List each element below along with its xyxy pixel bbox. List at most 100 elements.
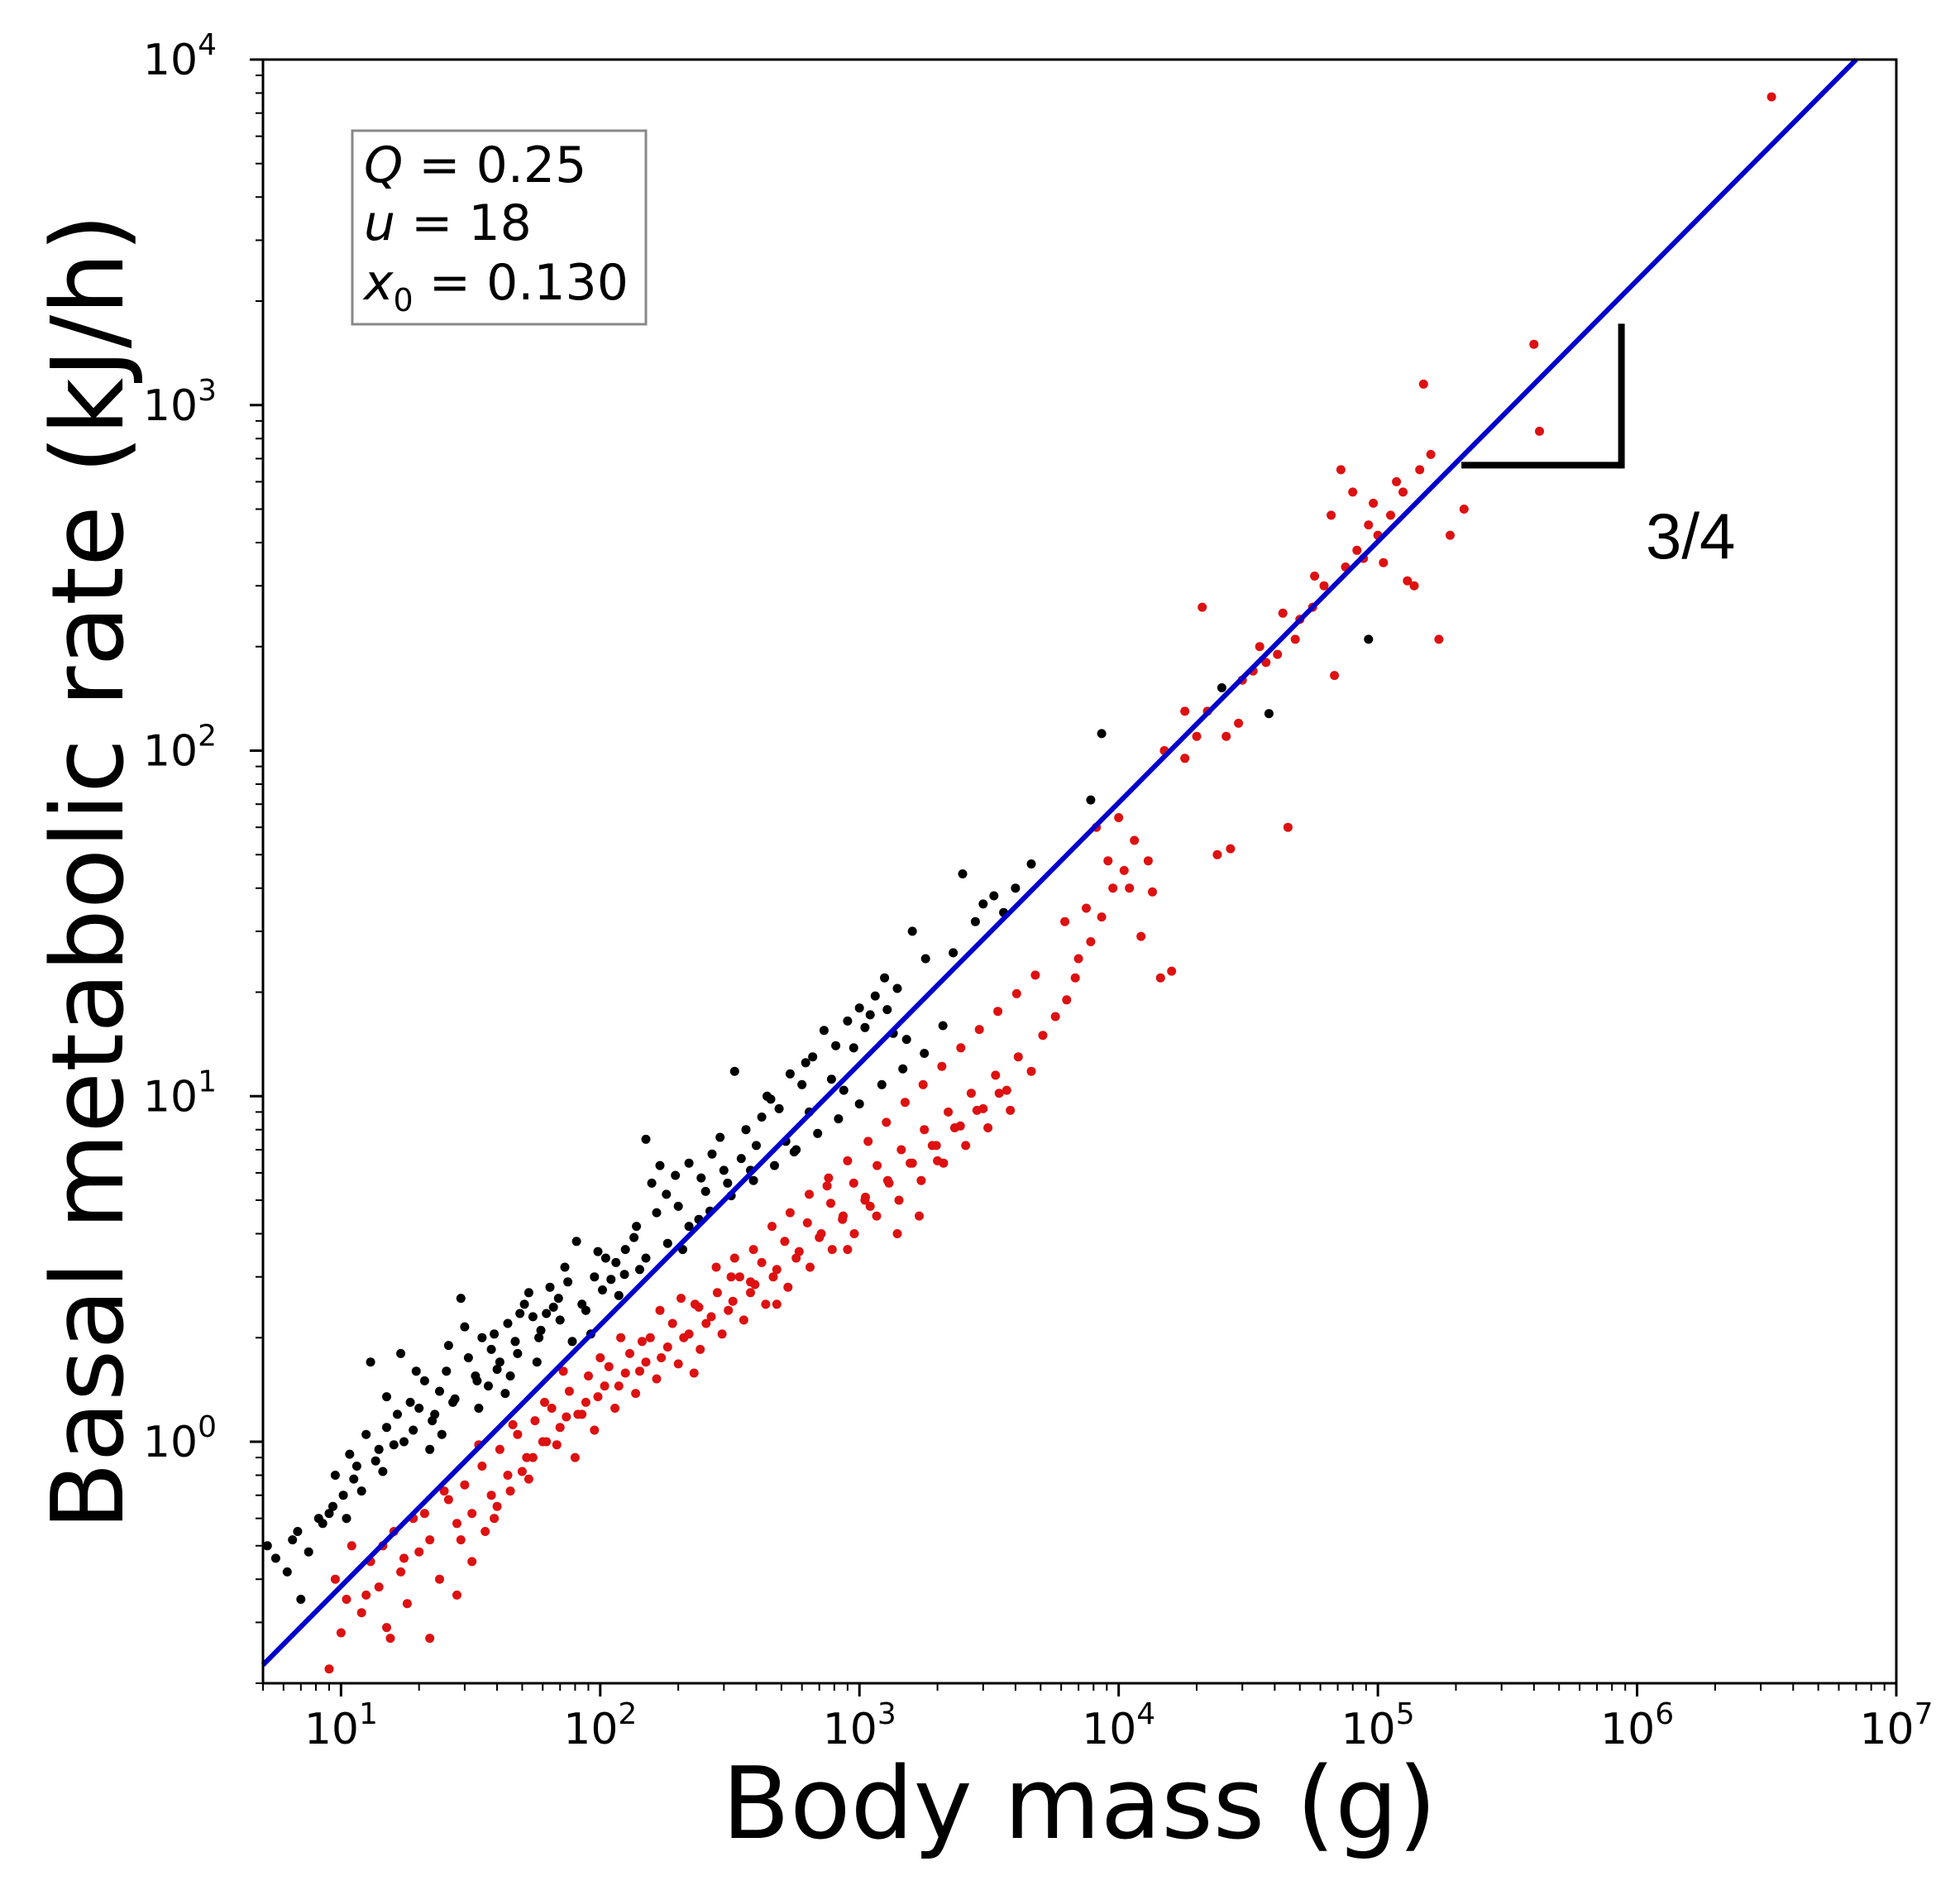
x-tick-label: 106 bbox=[1600, 1697, 1674, 1754]
black-point bbox=[324, 1509, 334, 1519]
red-point bbox=[645, 1333, 655, 1342]
red-point bbox=[1060, 916, 1070, 926]
red-point bbox=[425, 1535, 435, 1545]
red-point bbox=[1261, 658, 1271, 668]
red-point bbox=[918, 1079, 928, 1089]
x-tick-labels: 101 102 103 104 105 106 107 bbox=[304, 1697, 1934, 1754]
black-point bbox=[515, 1309, 525, 1318]
red-point bbox=[396, 1567, 406, 1577]
red-point bbox=[1403, 576, 1413, 586]
black-point bbox=[532, 1357, 542, 1367]
red-point bbox=[757, 1257, 767, 1267]
black-point bbox=[435, 1386, 444, 1396]
red-point bbox=[1273, 649, 1283, 659]
black-point bbox=[318, 1519, 327, 1529]
black-point bbox=[719, 1165, 729, 1175]
red-point bbox=[694, 1302, 704, 1312]
black-point bbox=[611, 1257, 621, 1267]
red-point bbox=[780, 1237, 790, 1247]
red-point bbox=[1529, 339, 1539, 349]
black-point bbox=[553, 1294, 563, 1304]
black-point bbox=[770, 1160, 779, 1170]
x-tick-base: 10 bbox=[1600, 1705, 1655, 1754]
black-point bbox=[614, 1290, 624, 1300]
red-point bbox=[667, 1318, 677, 1328]
red-point bbox=[495, 1444, 504, 1454]
red-point bbox=[734, 1272, 744, 1282]
red-point bbox=[1180, 706, 1190, 716]
red-point bbox=[1212, 849, 1222, 859]
red-point bbox=[822, 1181, 832, 1191]
red-point bbox=[330, 1574, 340, 1584]
red-point bbox=[435, 1574, 444, 1584]
red-point bbox=[452, 1519, 461, 1529]
red-point bbox=[915, 1211, 924, 1221]
black-point bbox=[978, 899, 988, 909]
black-point bbox=[563, 1277, 573, 1287]
black-point bbox=[382, 1392, 391, 1402]
black-point bbox=[288, 1535, 298, 1545]
black-point bbox=[865, 1010, 875, 1020]
red-point bbox=[342, 1595, 351, 1604]
red-point bbox=[983, 1123, 993, 1132]
black-point bbox=[774, 1103, 784, 1113]
red-point bbox=[385, 1634, 395, 1644]
red-point bbox=[530, 1416, 540, 1426]
red-point bbox=[933, 1156, 943, 1165]
black-point bbox=[854, 1003, 864, 1013]
black-point bbox=[490, 1329, 500, 1339]
black-point bbox=[748, 1175, 758, 1185]
red-point bbox=[570, 1452, 580, 1462]
black-point bbox=[560, 1262, 570, 1272]
x-tick-label: 107 bbox=[1859, 1697, 1933, 1754]
red-point bbox=[949, 1123, 959, 1132]
red-point bbox=[739, 1315, 748, 1325]
red-point bbox=[1198, 602, 1207, 612]
red-point bbox=[673, 1359, 683, 1369]
red-point bbox=[1283, 822, 1293, 832]
x-tick-exponent: 6 bbox=[1655, 1697, 1674, 1731]
red-point bbox=[1226, 844, 1236, 854]
black-point bbox=[606, 1275, 616, 1285]
red-point bbox=[746, 1277, 755, 1287]
red-point bbox=[1415, 465, 1425, 475]
red-point bbox=[1180, 754, 1190, 763]
red-point bbox=[1097, 912, 1107, 922]
black-point bbox=[907, 926, 917, 936]
red-point bbox=[972, 1105, 982, 1115]
black-point bbox=[567, 1337, 577, 1347]
red-point bbox=[564, 1386, 574, 1396]
red-point bbox=[1136, 931, 1146, 941]
black-point bbox=[472, 1376, 482, 1385]
red-point bbox=[1434, 634, 1444, 644]
black-point bbox=[797, 1079, 807, 1089]
y-tick-label: 101 bbox=[143, 1065, 217, 1122]
black-point bbox=[571, 1237, 581, 1247]
red-point bbox=[492, 1501, 502, 1511]
slope-label: 3/4 bbox=[1646, 500, 1735, 572]
red-point bbox=[1026, 1066, 1036, 1076]
black-point bbox=[684, 1158, 694, 1168]
red-point bbox=[900, 1098, 910, 1108]
x-tick-base: 10 bbox=[1082, 1705, 1136, 1754]
black-point bbox=[671, 1170, 681, 1180]
red-point bbox=[863, 1137, 873, 1146]
black-point bbox=[519, 1299, 529, 1309]
black-point bbox=[338, 1491, 348, 1500]
black-point bbox=[361, 1429, 371, 1439]
red-point bbox=[894, 1195, 904, 1205]
black-point bbox=[619, 1270, 629, 1280]
black-point bbox=[474, 1404, 484, 1413]
black-point bbox=[486, 1344, 496, 1354]
red-point bbox=[916, 1175, 926, 1185]
red-point bbox=[1255, 642, 1264, 652]
red-point bbox=[920, 1125, 930, 1135]
black-point bbox=[641, 1253, 651, 1263]
fit-line-group bbox=[261, 57, 1858, 1667]
x-tick-label: 105 bbox=[1341, 1697, 1415, 1754]
red-point bbox=[772, 1265, 782, 1275]
red-point bbox=[414, 1547, 424, 1557]
red-point bbox=[1073, 954, 1083, 964]
black-point bbox=[723, 1178, 733, 1188]
